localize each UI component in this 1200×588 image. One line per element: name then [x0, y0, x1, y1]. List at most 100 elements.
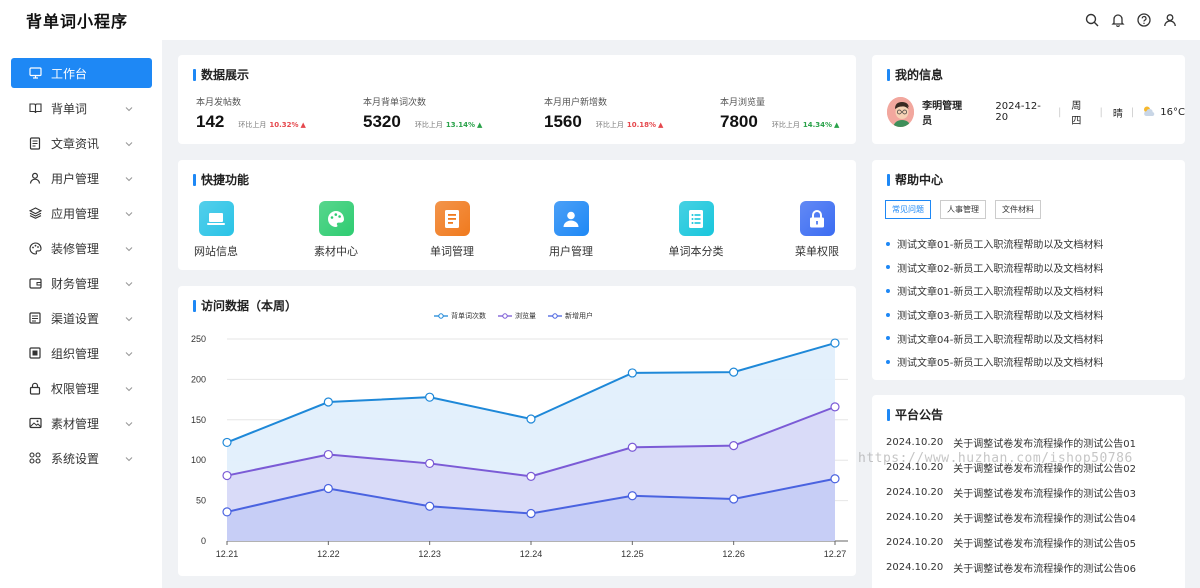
help-article-link[interactable]: 测试文章05-新员工入职流程帮助以及文档材料: [886, 350, 1103, 374]
quick-item[interactable]: 用户管理: [531, 201, 611, 259]
sidebar-item[interactable]: 财务管理: [11, 268, 152, 298]
data-point[interactable]: [425, 458, 435, 469]
info-temp: 16°C: [1160, 106, 1185, 118]
notice-text: 关于调整试卷发布流程操作的测试公告04: [953, 514, 1136, 525]
sidebar-item[interactable]: 渠道设置: [11, 303, 152, 333]
help-tab[interactable]: 人事管理: [940, 200, 986, 219]
quick-item-label: 单词管理: [430, 245, 474, 258]
data-point[interactable]: [222, 470, 232, 481]
divider: |: [1058, 106, 1062, 118]
help-tab[interactable]: 文件材料: [995, 200, 1041, 219]
watermark: https://www.huzhan.com/ishop50786: [858, 451, 1133, 466]
data-point[interactable]: [323, 449, 333, 460]
stat-row: 1560 环比上月 10.18% ▲: [544, 112, 663, 132]
search-icon[interactable]: [1084, 12, 1100, 28]
data-point[interactable]: [729, 367, 739, 377]
notice-item[interactable]: 2024.10.20 关于调整试卷发布流程操作的测试公告05: [886, 530, 1136, 555]
notice-text: 关于调整试卷发布流程操作的测试公告06: [953, 564, 1136, 575]
notice-item[interactable]: 2024.10.20 关于调整试卷发布流程操作的测试公告03: [886, 480, 1136, 505]
data-point[interactable]: [323, 483, 333, 494]
sidebar-item[interactable]: 应用管理: [11, 198, 152, 228]
user-icon: [28, 171, 42, 185]
avatar[interactable]: [887, 97, 915, 127]
sidebar-item[interactable]: 组织管理: [11, 338, 152, 368]
help-icon[interactable]: [1136, 12, 1152, 28]
user-icon[interactable]: [1162, 12, 1178, 28]
file-icon: [434, 201, 470, 236]
chevron-down-icon: [124, 173, 134, 183]
visits-card: 访问数据（本周） 背单词次数 浏览量 新增用户 0 50 100 150 200 250 1…: [178, 286, 856, 576]
x-tick-label: 12.22: [317, 549, 340, 559]
chevron-down-icon: [124, 313, 134, 323]
stat-item: 本月浏览量 7800 环比上月 14.34% ▲: [720, 95, 839, 132]
chevron-down-icon: [124, 383, 134, 393]
sidebar-item[interactable]: 系统设置: [11, 443, 152, 473]
sidebar-item-label: 背单词: [51, 101, 88, 116]
data-point[interactable]: [526, 414, 536, 424]
data-point[interactable]: [526, 471, 536, 481]
stat-label: 本月发帖数: [196, 98, 242, 108]
sidebar-item[interactable]: 用户管理: [11, 163, 152, 193]
help-article-link[interactable]: 测试文章01-新员工入职流程帮助以及文档材料: [886, 232, 1103, 256]
help-article-link[interactable]: 测试文章04-新员工入职流程帮助以及文档材料: [886, 326, 1103, 350]
data-point[interactable]: [830, 474, 840, 484]
arrow-up-icon: ▲: [657, 121, 664, 129]
notice-item[interactable]: 2024.10.20 关于调整试卷发布流程操作的测试公告01: [886, 430, 1136, 455]
y-tick-label: 50: [196, 496, 206, 506]
data-point[interactable]: [729, 441, 739, 451]
legend-item[interactable]: 新增用户: [548, 311, 593, 321]
notice-item[interactable]: 2024.10.20 关于调整试卷发布流程操作的测试公告04: [886, 505, 1136, 530]
data-point[interactable]: [323, 397, 333, 407]
stat-compare-label: 环比上月: [595, 121, 624, 129]
stat-compare-label: 环比上月: [238, 121, 267, 129]
stat-item: 本月用户新增数 1560 环比上月 10.18% ▲: [544, 95, 663, 132]
sidebar-item[interactable]: 权限管理: [11, 373, 152, 403]
quick-item[interactable]: 网站信息: [176, 201, 256, 259]
legend-item[interactable]: 浏览量: [498, 311, 536, 321]
quick-item-label: 用户管理: [549, 245, 593, 258]
sidebar: 工作台背单词文章资讯用户管理应用管理装修管理财务管理渠道设置组织管理权限管理素材…: [0, 40, 162, 588]
wallet-icon: [28, 276, 42, 290]
quick-item[interactable]: 素材中心: [296, 201, 376, 259]
help-article-link[interactable]: 测试文章01-新员工入职流程帮助以及文档材料: [886, 279, 1103, 303]
help-article-link[interactable]: 测试文章03-新员工入职流程帮助以及文档材料: [886, 303, 1103, 327]
data-point[interactable]: [425, 392, 435, 402]
data-point[interactable]: [627, 442, 637, 452]
stat-percent: 10.18%: [626, 121, 656, 129]
sidebar-item[interactable]: 素材管理: [11, 408, 152, 438]
quick-item[interactable]: 单词本分类: [656, 201, 736, 259]
sidebar-item[interactable]: 装修管理: [11, 233, 152, 263]
notice-item[interactable]: 2024.10.20 关于调整试卷发布流程操作的测试公告06: [886, 555, 1136, 580]
quick-item[interactable]: 单词管理: [412, 201, 492, 259]
data-point[interactable]: [830, 338, 840, 348]
app-title: 背单词小程序: [26, 12, 129, 31]
sidebar-item[interactable]: 文章资讯: [11, 128, 152, 158]
sidebar-item-label: 素材管理: [51, 416, 100, 431]
help-tab[interactable]: 常见问题: [885, 200, 931, 219]
legend-item[interactable]: 背单词次数: [434, 311, 486, 321]
data-point[interactable]: [222, 507, 232, 517]
data-point[interactable]: [627, 491, 637, 501]
book-icon: [28, 101, 42, 115]
data-point[interactable]: [729, 494, 739, 504]
bell-icon[interactable]: [1110, 12, 1126, 28]
stat-percent: 13.14%: [445, 121, 475, 129]
help-article-link[interactable]: 测试文章02-新员工入职流程帮助以及文档材料: [886, 256, 1103, 280]
sidebar-item[interactable]: 背单词: [11, 93, 152, 123]
data-point[interactable]: [425, 501, 435, 511]
grid-icon: [28, 451, 42, 465]
quick-item[interactable]: 菜单权限: [777, 201, 857, 259]
x-tick-label: 12.26: [722, 549, 745, 559]
data-point[interactable]: [526, 508, 536, 519]
data-point[interactable]: [627, 368, 637, 378]
legend-marker: [434, 313, 448, 319]
notice-item[interactable]: 2024.10.20 关于调整试卷发布流程操作的测试公告02: [886, 455, 1136, 480]
legend-label: 背单词次数: [451, 312, 486, 320]
data-point[interactable]: [222, 437, 232, 448]
sidebar-item[interactable]: 工作台: [11, 58, 152, 88]
data-point[interactable]: [830, 402, 840, 412]
chevron-down-icon: [124, 418, 134, 428]
user-name: 李明管理员: [922, 101, 963, 127]
palette-icon: [28, 241, 42, 255]
stat-value: 5320: [363, 112, 401, 131]
